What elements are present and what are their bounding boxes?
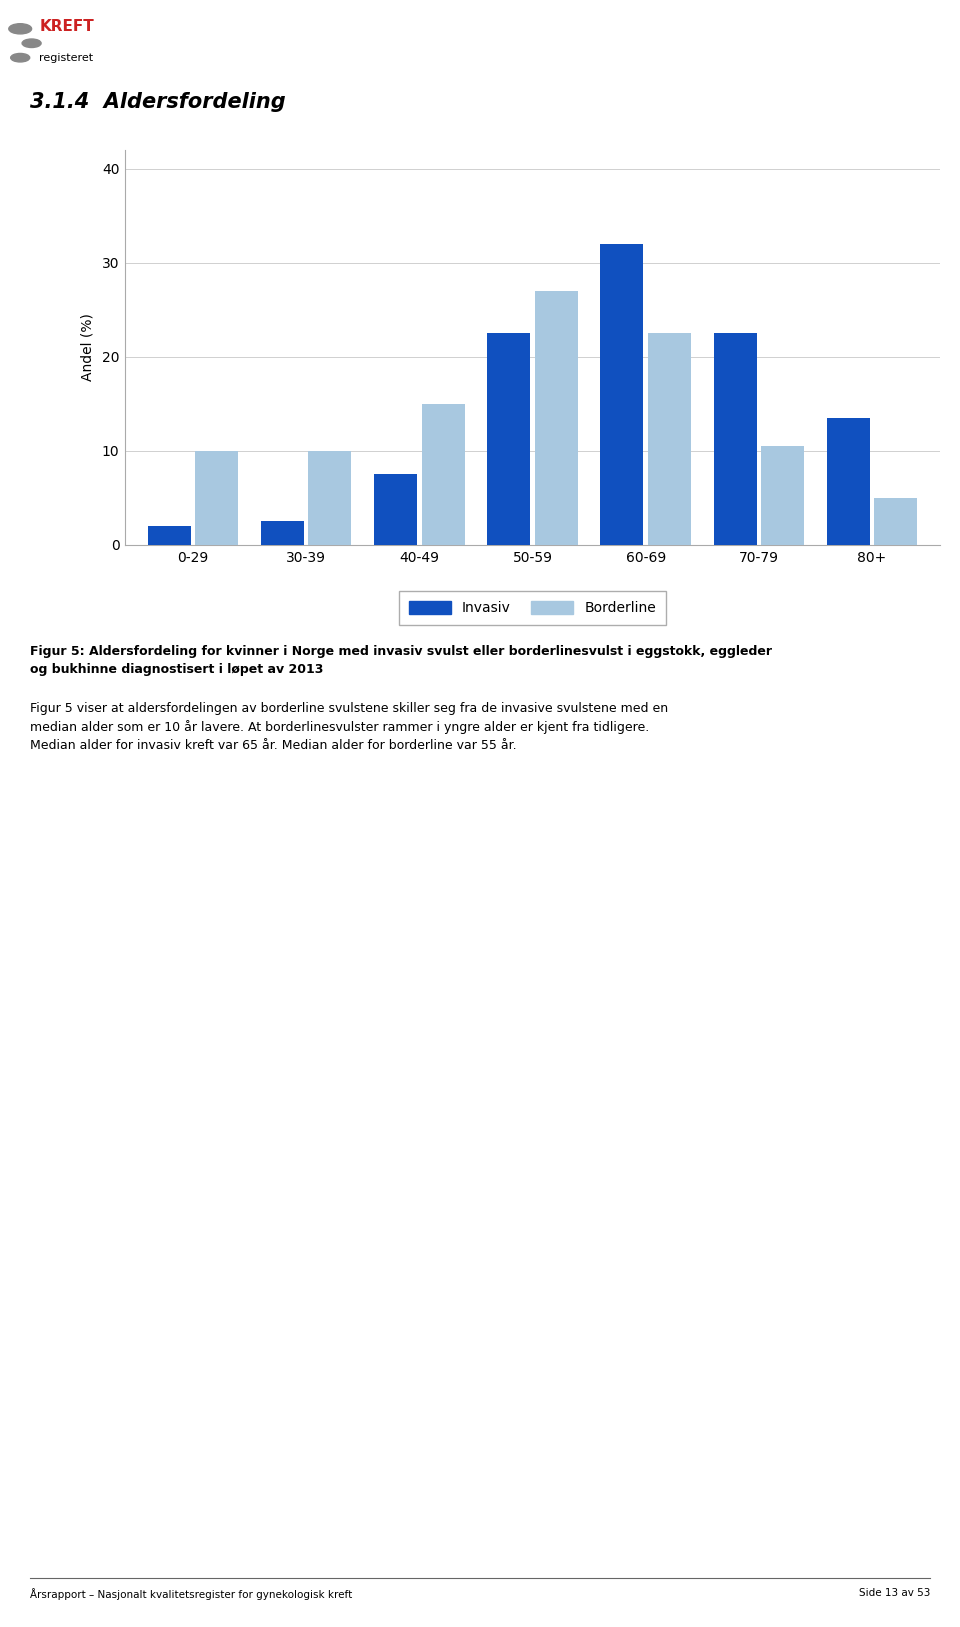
Bar: [875, 498, 918, 545]
Bar: [488, 334, 530, 545]
Bar: [535, 291, 578, 545]
Bar: [374, 475, 417, 545]
Text: Årsrapport – Nasjonalt kvalitetsregister for gynekologisk kreft: Årsrapport – Nasjonalt kvalitetsregister…: [30, 1588, 352, 1599]
Bar: [761, 446, 804, 545]
Text: Figur 5: Aldersfordeling for kvinner i Norge med invasiv svulst eller borderline: Figur 5: Aldersfordeling for kvinner i N…: [30, 644, 772, 675]
Text: Side 13 av 53: Side 13 av 53: [858, 1588, 930, 1598]
Circle shape: [11, 54, 30, 62]
Text: KREFT: KREFT: [39, 20, 94, 34]
Circle shape: [9, 24, 32, 34]
Text: 3.1.4  Aldersfordeling: 3.1.4 Aldersfordeling: [30, 93, 286, 112]
Bar: [827, 418, 870, 545]
Y-axis label: Andel (%): Andel (%): [81, 314, 95, 381]
Circle shape: [22, 39, 41, 47]
Bar: [600, 244, 643, 545]
Bar: [713, 334, 756, 545]
Bar: [308, 451, 351, 545]
Bar: [148, 526, 191, 545]
Bar: [261, 522, 304, 545]
Text: registeret: registeret: [39, 52, 93, 63]
Bar: [195, 451, 238, 545]
Legend: Invasiv, Borderline: Invasiv, Borderline: [399, 591, 665, 625]
Text: Figur 5 viser at aldersfordelingen av borderline svulstene skiller seg fra de in: Figur 5 viser at aldersfordelingen av bo…: [30, 701, 668, 752]
Bar: [421, 403, 465, 545]
Bar: [648, 334, 691, 545]
